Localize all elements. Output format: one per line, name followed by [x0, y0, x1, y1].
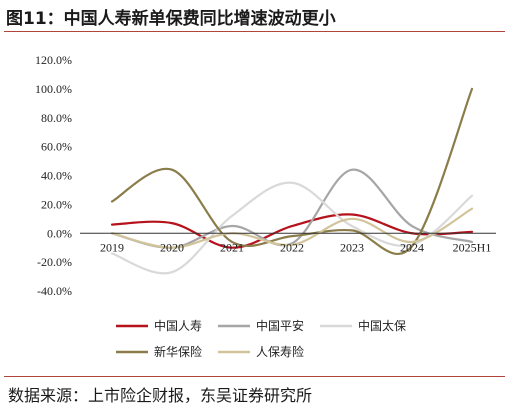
x-tick-label: 2019 [100, 240, 124, 254]
series-line-3 [110, 87, 474, 255]
figure-source: 数据来源：上市险企财报，东吴证券研究所 [8, 386, 313, 405]
x-tick-label: 2022 [280, 240, 304, 254]
y-axis-ticks: -40.0% -20.0% 0.0% 20.0% 40.0% 60.0% 80.0% 100.… [35, 53, 72, 298]
legend-label: 新华保险 [154, 344, 202, 359]
y-tick-label: 0.0% [47, 226, 72, 240]
x-tick-label: 2025H1 [453, 240, 492, 254]
y-tick-label: 20.0% [41, 197, 72, 211]
legend-label: 人保寿险 [256, 344, 304, 359]
title-divider [4, 31, 505, 32]
series-line-4 [110, 207, 474, 249]
x-tick-label: 2020 [160, 240, 184, 254]
x-tick-label: 2023 [340, 240, 364, 254]
figure-title: 图11：中国人寿新单保费同比增速波动更小 [6, 9, 336, 29]
legend-label: 中国人寿 [154, 318, 202, 333]
series-lines [110, 87, 474, 275]
x-tick-label: 2021 [220, 240, 244, 254]
y-tick-label: 80.0% [41, 111, 72, 125]
y-tick-label: -40.0% [37, 284, 72, 298]
source-divider [4, 376, 505, 377]
x-axis-ticks: 2019 2020 2021 2022 2023 2024 2025H1 [100, 240, 491, 254]
y-tick-label: 100.0% [35, 82, 72, 96]
y-tick-label: 60.0% [41, 140, 72, 154]
y-tick-label: -20.0% [37, 255, 72, 269]
y-tick-label: 120.0% [35, 53, 72, 67]
y-tick-label: 40.0% [41, 169, 72, 183]
legend-label: 中国平安 [256, 318, 304, 333]
legend-label: 中国太保 [358, 318, 406, 333]
x-tick-label: 2024 [400, 240, 424, 254]
